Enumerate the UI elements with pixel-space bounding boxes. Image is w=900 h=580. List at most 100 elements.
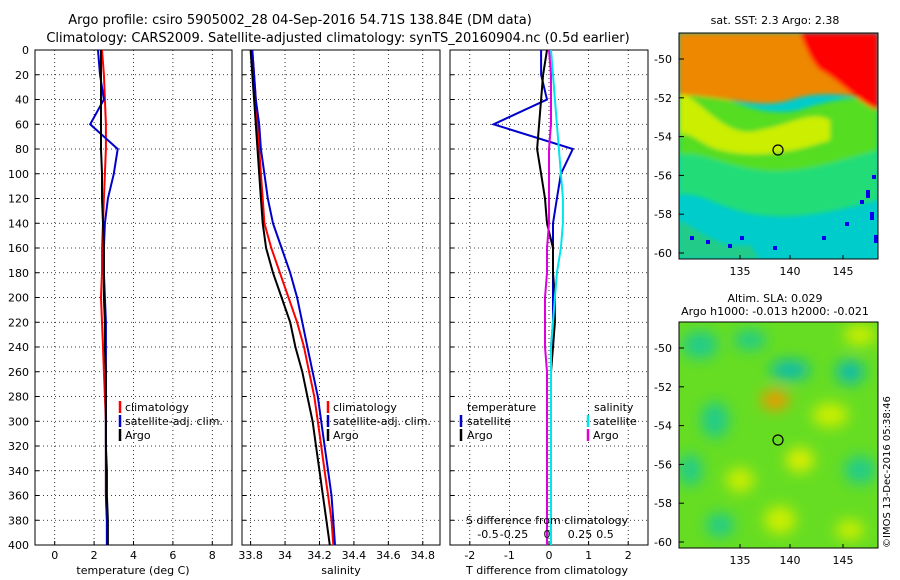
x-tick-label: 0: [51, 549, 58, 562]
s-tick-label: 0.25: [568, 528, 593, 541]
depth-tick-label: 80: [15, 143, 29, 156]
map-x-tick-label: 135: [730, 265, 751, 278]
s-tick-label: -0.5: [477, 528, 498, 541]
x-tick-label: -2: [464, 549, 475, 562]
salinity-chart: 33.8 34 34.2 34.4 34.6 34.8: [238, 49, 440, 562]
depth-tick-label: 220: [8, 316, 29, 329]
map-x-tick-label: 145: [833, 265, 854, 278]
legend-item: satellite-adj. clim.: [333, 415, 431, 428]
x-tick-label: 2: [91, 549, 98, 562]
series-line-argo: [100, 50, 109, 545]
temperature-xlabel: temperature (deg C): [76, 564, 189, 577]
difference-xlabel: T difference from climatology: [465, 564, 628, 577]
x-tick-label: 34.6: [376, 549, 401, 562]
depth-tick-label: 60: [15, 118, 29, 131]
temperature-chart: 0 2 4 6 8: [35, 49, 232, 562]
series-line-temperature-satellite: [490, 50, 575, 545]
x-tick-label: -1: [504, 549, 515, 562]
map-x-tick-label: 145: [833, 554, 854, 567]
map-y-tick-label: -52: [654, 92, 672, 105]
legend-item: Argo: [333, 429, 359, 442]
legend-item: Argo: [125, 429, 151, 442]
depth-tick-label: 100: [8, 168, 29, 181]
s-difference-title: S difference from climatology: [466, 514, 629, 527]
sst-map-title: sat. SST: 2.3 Argo: 2.38: [711, 14, 840, 27]
legend-item: Argo: [593, 429, 619, 442]
header-title-line1: Argo profile: csiro 5905002_28 04-Sep-20…: [68, 13, 532, 28]
depth-tick-label: 140: [8, 217, 29, 230]
depth-tick-label: 180: [8, 267, 29, 280]
legend-title-temperature: temperature: [467, 401, 536, 414]
legend-item: Argo: [467, 429, 493, 442]
series-line-argo: [249, 49, 331, 546]
depth-tick-label: 260: [8, 366, 29, 379]
map-y-tick-label: -58: [654, 497, 672, 510]
x-tick-label: 8: [209, 549, 216, 562]
x-tick-label: 34.2: [307, 549, 332, 562]
legend-item: climatology: [333, 401, 397, 414]
depth-tick-label: 160: [8, 242, 29, 255]
depth-tick-label: 40: [15, 94, 29, 107]
temperature-legend: climatology satellite-adj. clim. Argo: [118, 401, 223, 442]
series-line-climatology: [251, 49, 335, 546]
salinity-legend: climatology satellite-adj. clim. Argo: [326, 401, 431, 442]
legend-item: satellite: [467, 415, 511, 428]
sla-argo-location-marker: [772, 434, 784, 446]
depth-tick-label: 0: [22, 44, 29, 57]
depth-tick-label: 380: [8, 514, 29, 527]
depth-tick-label: 320: [8, 440, 29, 453]
map-y-tick-label: -60: [654, 536, 672, 549]
map-y-tick-label: -56: [654, 458, 672, 471]
legend-item: satellite: [593, 415, 637, 428]
map-y-tick-label: -50: [654, 53, 672, 66]
sla-map-title-line2: Argo h1000: -0.013 h2000: -0.021: [681, 305, 869, 318]
s-tick-label: -0.25: [500, 528, 528, 541]
depth-tick-label: 360: [8, 490, 29, 503]
legend-title-salinity: salinity: [594, 401, 634, 414]
map-y-tick-label: -60: [654, 247, 672, 260]
sst-map-frame: [678, 32, 879, 260]
x-tick-label: 4: [130, 549, 137, 562]
imos-credit: ©IMOS 13-Dec-2016 05:38:46: [882, 396, 893, 548]
depth-tick-label: 400: [8, 539, 29, 552]
map-y-tick-label: -50: [654, 342, 672, 355]
series-line-salinity-argo: [544, 49, 552, 545]
difference-chart: -2 -1 0 1 2 -0.5 -0.25 0 0.25 0.5: [450, 49, 648, 562]
x-tick-label: 0: [546, 549, 553, 562]
x-tick-label: 1: [585, 549, 592, 562]
map-x-tick-label: 140: [780, 265, 801, 278]
sst-map-axes: -50 -52 -54 -56 -58 -60 135 140 145: [654, 53, 853, 278]
map-x-tick-label: 135: [730, 554, 751, 567]
map-y-tick-label: -58: [654, 208, 672, 221]
legend-item: climatology: [125, 401, 189, 414]
depth-tick-label: 280: [8, 391, 29, 404]
depth-tick-label: 240: [8, 341, 29, 354]
x-tick-label: 34.4: [342, 549, 367, 562]
sst-argo-location-marker: [772, 144, 784, 156]
s-tick-label: 0.5: [596, 528, 614, 541]
header-title-line2: Climatology: CARS2009. Satellite-adjuste…: [46, 31, 629, 46]
salinity-xlabel: salinity: [321, 564, 361, 577]
map-y-tick-label: -56: [654, 169, 672, 182]
difference-legend: temperature satellite Argo salinity sate…: [459, 401, 637, 442]
x-tick-label: 2: [625, 549, 632, 562]
map-y-tick-label: -54: [654, 420, 672, 433]
depth-tick-label: 120: [8, 193, 29, 206]
s-tick-label: 0: [544, 528, 551, 541]
legend-item: satellite-adj. clim.: [125, 415, 223, 428]
sla-map-frame: [678, 321, 879, 549]
map-x-tick-label: 140: [780, 554, 801, 567]
series-line-satellite-adj-clim-: [251, 49, 336, 546]
x-tick-label: 34: [278, 549, 292, 562]
sla-map-axes: -50 -52 -54 -56 -58 -60 135 140 145: [654, 342, 853, 567]
map-y-tick-label: -52: [654, 381, 672, 394]
map-y-tick-label: -54: [654, 131, 672, 144]
depth-tick-label: 340: [8, 465, 29, 478]
sla-map-image: [679, 322, 878, 548]
x-tick-label: 33.8: [238, 549, 263, 562]
depth-tick-label: 300: [8, 415, 29, 428]
sla-map-title-line1: Altim. SLA: 0.029: [727, 292, 822, 305]
x-tick-label: 34.8: [411, 549, 436, 562]
depth-tick-label: 20: [15, 69, 29, 82]
